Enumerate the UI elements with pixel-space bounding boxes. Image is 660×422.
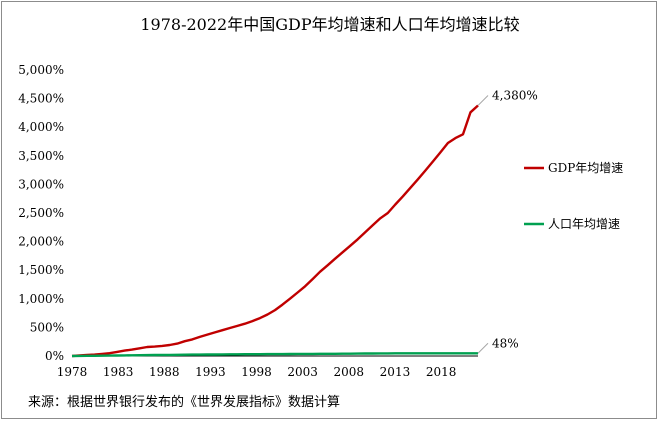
y-tick-label: 3,000%: [18, 177, 64, 191]
y-axis-ticks: 0% 500% 1,000% 1,500% 2,000% 2,500% 3,000% 3,50…: [18, 63, 64, 363]
legend-label: 人口年均增速: [548, 217, 620, 231]
x-tick-label: 1988: [149, 365, 180, 379]
y-tick-label: 3,500%: [18, 149, 64, 163]
legend-label: GDP年均增速: [548, 161, 623, 175]
x-tick-label: 1978: [57, 365, 88, 379]
source-note: 来源：根据世界银行发布的《世界发展指标》数据计算: [28, 394, 340, 410]
annotation-layer: 4,380% 48%: [477, 88, 538, 354]
x-tick-label: 1993: [195, 365, 226, 379]
annotation-leader: [477, 342, 489, 354]
y-tick-label: 1,500%: [18, 263, 64, 277]
chart-title: 1978-2022年中国GDP年均增速和人口年均增速比较: [140, 15, 519, 34]
annotation-label: 4,380%: [492, 88, 538, 102]
y-tick-label: 2,500%: [18, 206, 64, 220]
annotation-label: 48%: [492, 336, 519, 350]
y-tick-label: 4,000%: [18, 120, 64, 134]
x-axis-ticks: 1978 1983 1988 1993 1998 2003 2008 2013 2018: [57, 365, 457, 379]
y-tick-label: 4,500%: [18, 92, 64, 106]
x-tick-label: 2013: [380, 365, 411, 379]
y-tick-label: 5,000%: [18, 63, 64, 77]
x-tick-label: 1998: [241, 365, 272, 379]
y-tick-label: 500%: [30, 320, 64, 334]
x-tick-label: 2003: [287, 365, 318, 379]
x-tick-label: 1983: [103, 365, 134, 379]
series-line-1: [71, 104, 479, 358]
y-tick-label: 0%: [45, 349, 64, 363]
x-tick-label: 2018: [426, 365, 457, 379]
x-tick-label: 2008: [334, 365, 365, 379]
y-tick-label: 1,000%: [18, 292, 64, 306]
series-layer: [71, 104, 479, 358]
y-tick-label: 2,000%: [18, 235, 64, 249]
annotation-leader: [477, 95, 489, 106]
series-line-2: [71, 352, 478, 358]
